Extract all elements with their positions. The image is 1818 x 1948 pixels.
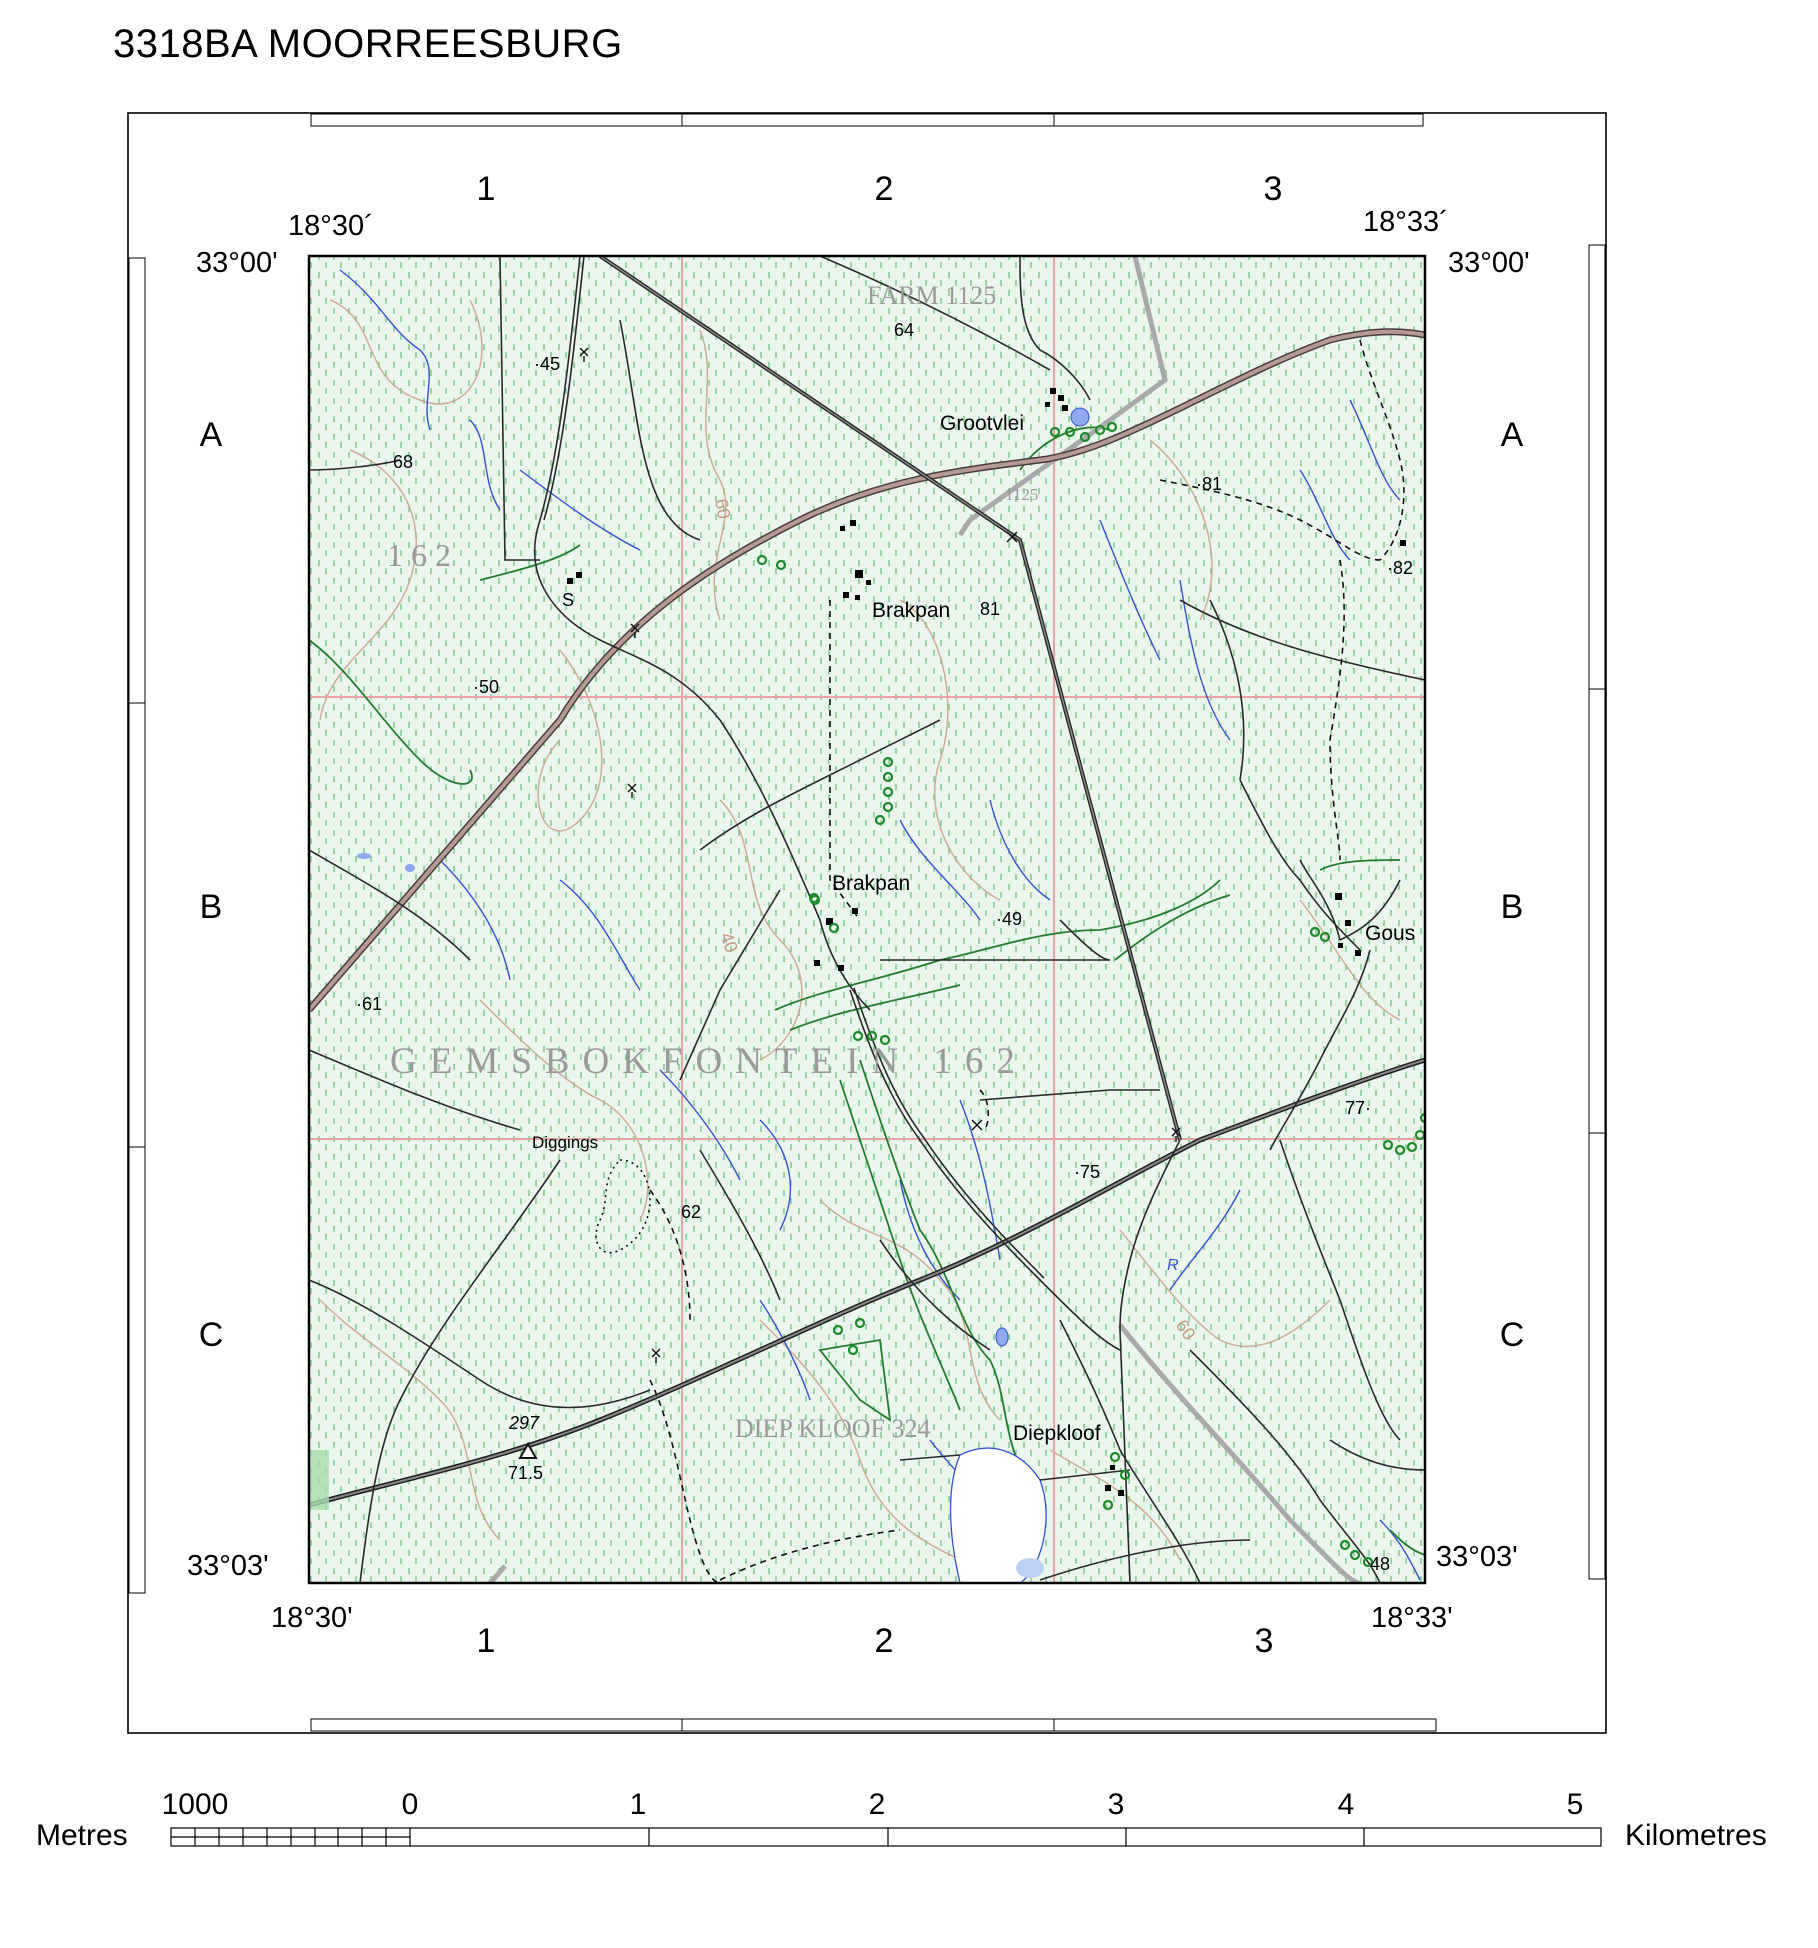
scale-tick-2: 2 [869,1788,886,1821]
farm-diepkloof-label: DIEP KLOOF 324 [735,1414,930,1443]
outer-frame [127,112,1607,1734]
farm-1125-small-label: 1125 [1005,485,1038,504]
vegetation-outlines [309,426,1425,1556]
main-roads [309,256,1425,1508]
tracks [649,339,1405,1583]
coord-bottom-left-lat: 33°03' [187,1550,269,1582]
row-label-left-c: C [199,1316,224,1354]
spot-height-62: 62 [681,1202,701,1222]
place-diggings: Diggings [532,1133,598,1152]
spot-height-61: ·61 [356,994,382,1014]
diggings-area [595,1159,651,1254]
scale-unit-metres: Metres [36,1819,128,1852]
place-brakpan-south: Brakpan [832,872,910,895]
spot-height-50: ·50 [473,677,499,697]
column-label-top-3: 3 [1264,170,1283,208]
farm-names: FARM 1125 1125 1 6 2 GEMSBOKFONTEIN 162 … [387,281,1038,1443]
place-s-label: S [562,590,574,610]
place-brakpan-north: Brakpan [872,599,950,622]
scale-unit-kilometres: Kilometres [1625,1819,1767,1852]
corner-coordinates: 18°30´ 18°33´ 33°00' 33°00' 33°03' 33°03… [187,206,1530,1634]
coord-bottom-right-lat: 33°03' [1436,1541,1518,1573]
farm-1125-label: FARM 1125 [867,281,996,310]
margin-ticks [128,113,1606,1732]
spot-height-48: 48 [1370,1554,1390,1574]
row-label-left-b: B [200,888,223,926]
spot-height-64: 64 [894,320,914,340]
farm-gemsbokfontein-label: GEMSBOKFONTEIN 162 [390,1041,1028,1082]
scale-tick-4: 4 [1338,1788,1355,1821]
column-label-bottom-3: 3 [1255,1622,1274,1660]
streams [339,269,1421,1581]
secondary-roads [309,256,1425,1583]
spot-height-81a: ·81 [1196,474,1222,494]
coord-top-left-lon: 18°30´ [288,210,374,242]
coord-top-right-lon: 18°33´ [1363,206,1449,238]
spot-heights: 64 ·45 68 ·81 ·82 81 ·50 ·49 ·61 77· ·75… [356,320,1413,1574]
grid-labels: 1 2 3 1 2 3 A B C A B C [199,170,1525,1660]
buildings [567,388,1406,1496]
railway [488,256,1361,1583]
place-diepkloof: Diepkloof [1013,1422,1101,1445]
map-body [309,256,1425,1583]
spot-height-45: ·45 [534,354,560,374]
water-bodies [357,407,1090,1583]
coord-top-right-lat: 33°00' [1448,247,1530,279]
column-label-bottom-2: 2 [875,1622,894,1660]
scale-tick-5: 5 [1567,1788,1584,1821]
major-roads [309,328,1425,1013]
column-label-top-1: 1 [477,170,496,208]
row-label-right-c: C [1500,1316,1525,1354]
windpump-icons [579,347,1181,1363]
spot-height-49: ·49 [996,909,1022,929]
coord-bottom-left-lon: 18°30' [271,1602,353,1634]
row-label-left-a: A [200,416,223,454]
contour-label-60a: 60 [711,497,734,520]
coord-top-left-lat: 33°00' [196,247,278,279]
coord-bottom-right-lon: 18°33' [1371,1602,1453,1634]
map-title: 3318BA MOORREESBURG [113,22,623,66]
scale-bar: 1000 0 1 2 3 4 5 Metres Kilometres [36,1788,1767,1852]
column-label-bottom-1: 1 [477,1622,496,1660]
row-label-right-b: B [1501,888,1524,926]
place-grootvlei: Grootvlei [940,412,1024,435]
scale-tick-0: 0 [402,1788,419,1821]
spot-height-82: ·82 [1387,558,1413,578]
grid-lines [309,256,1425,1583]
contour-lines [319,299,1401,1561]
place-r-label: R [1167,1257,1179,1274]
scale-tick-3: 3 [1108,1788,1125,1821]
trig-beacon-icon [518,1441,538,1459]
trig-height: 71.5 [508,1463,543,1483]
spot-height-75: ·75 [1074,1162,1100,1182]
place-names: Grootvlei Brakpan Brakpan Gous Diepkloof… [532,412,1415,1445]
map-neatline [307,254,1427,1585]
trees [756,421,1425,1568]
trig-number: 297 [508,1413,540,1433]
spot-height-68: 68 [393,452,413,472]
row-label-right-a: A [1501,416,1524,454]
scale-tick-1: 1 [630,1788,647,1821]
spot-height-77: 77· [1345,1098,1371,1118]
scale-tick-1000: 1000 [162,1788,229,1821]
place-gous: Gous [1365,922,1415,945]
column-label-top-2: 2 [875,170,894,208]
farm-162-small-label: 1 6 2 [387,537,451,573]
spot-height-81b: 81 [980,599,1000,619]
